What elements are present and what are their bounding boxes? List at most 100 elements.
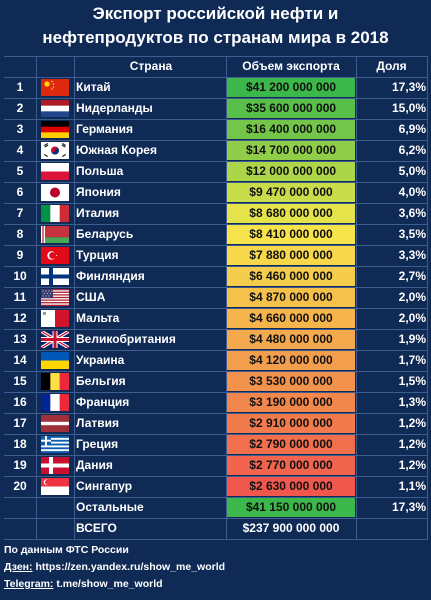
grid-line [4,413,428,414]
value-cell: $41 150 000 000 [227,498,355,517]
dzen-link[interactable]: https://zen.yandex.ru/show_me_world [35,561,226,573]
value-cell: $6 460 000 000 [227,267,355,286]
value-cell: $7 880 000 000 [227,246,355,265]
flag-cell [37,393,73,412]
value-cell: $237 900 000 000 [242,521,340,535]
title-line-1: Экспорт российской нефти и [92,4,339,23]
rank-cell: 12 [13,311,27,325]
share-cell: 2,0% [398,290,426,304]
chart-title: Экспорт российской нефти и нефтепродукто… [0,2,431,50]
share-cell: 1,5% [398,374,426,388]
rank-cell: 5 [16,164,24,178]
flag-cell [37,99,73,118]
telegram-link[interactable]: t.me/show_me_world [56,578,163,590]
rank-cell: 4 [16,143,24,157]
value-cell: $2 910 000 000 [227,414,355,433]
table-row: 8 Беларусь $8 410 000 000 3,5% [4,224,428,245]
flag-cell [37,477,73,496]
flag-cell [37,246,73,265]
country-cell: Греция [76,437,119,451]
poland-flag-icon [41,163,69,180]
country-cell: Беларусь [76,227,134,241]
greece-flag-icon [41,436,69,453]
rank-cell: 10 [13,269,27,283]
value-cell: $35 600 000 000 [227,99,355,118]
country-cell: Турция [76,248,119,262]
share-cell: 4,0% [398,185,426,199]
share-cell: 17,3% [391,500,426,514]
grid-line [4,497,428,498]
italy-flag-icon [41,205,69,222]
grid-line [4,98,428,99]
flag-cell [37,309,73,328]
grid-line [4,56,428,57]
flag-cell [37,414,73,433]
table-row: 6 Япония $9 470 000 000 4,0% [4,182,428,203]
grid-line [4,539,428,540]
flag-cell [37,267,73,286]
table-row: 3 Германия $16 400 000 000 6,9% [4,119,428,140]
rank-cell: 18 [13,437,27,451]
grid-line [4,203,428,204]
country-cell: Китай [76,80,111,94]
finland-flag-icon [41,268,69,285]
total-row: ВСЕГО $237 900 000 000 [4,518,428,539]
grid-line [4,392,428,393]
rank-cell: 9 [16,248,24,262]
share-cell: 1,3% [398,395,426,409]
grid-line [4,308,428,309]
value-cell: $2 630 000 000 [227,477,355,496]
flag-cell [37,330,73,349]
value-cell: $8 410 000 000 [227,225,355,244]
country-cell: Германия [76,122,134,136]
japan-flag-icon [41,184,69,201]
country-cell: Япония [76,185,121,199]
table-row: 15 Бельгия $3 530 000 000 1,5% [4,371,428,392]
value-cell: $2 790 000 000 [227,435,355,454]
grid-line [4,350,428,351]
country-cell: Сингапур [76,479,133,493]
header-country: Страна [129,59,173,73]
dzen-label: Дзен: [4,561,33,573]
germany-flag-icon [41,121,69,138]
country-cell: Франция [76,395,130,409]
country-cell: Дания [76,458,113,472]
south-korea-flag-icon [41,142,69,159]
rank-cell: 19 [13,458,27,472]
value-cell: $16 400 000 000 [227,120,355,139]
rank-cell: 7 [16,206,24,220]
china-flag-icon [41,79,69,96]
table-row: 2 Нидерланды $35 600 000 000 15,0% [4,98,428,119]
grid-line [4,287,428,288]
singapore-flag-icon [41,478,69,495]
dzen-link-line: Дзен: https://zen.yandex.ru/show_me_worl… [4,559,225,576]
value-cell: $3 530 000 000 [227,372,355,391]
table-header-row: Страна Объем экспорта Доля [4,56,428,77]
flag-cell [37,183,73,202]
rank-cell: 13 [13,332,27,346]
rank-cell: 20 [13,479,27,493]
share-cell: 3,5% [398,227,426,241]
uk-flag-icon [41,331,69,348]
usa-flag-icon [41,289,69,306]
latvia-flag-icon [41,415,69,432]
country-cell: Украина [76,353,125,367]
telegram-label: Telegram: [4,578,54,590]
value-cell: $8 680 000 000 [227,204,355,223]
share-cell: 17,3% [391,80,426,94]
flag-cell [37,120,73,139]
telegram-link-line: Telegram: t.me/show_me_world [4,576,163,593]
country-cell: Финляндия [76,269,145,283]
flag-cell [37,225,73,244]
share-cell: 1,7% [398,353,426,367]
grid-line [4,455,428,456]
table-row: 4 Южная Корея $14 700 000 000 6,2% [4,140,428,161]
grid-line [226,56,227,539]
flag-cell [37,435,73,454]
table-row: 7 Италия $8 680 000 000 3,6% [4,203,428,224]
grid-line [4,245,428,246]
share-cell: 15,0% [391,101,426,115]
share-cell: 1,2% [398,416,426,430]
grid-line [4,371,428,372]
share-cell: 3,6% [398,206,426,220]
